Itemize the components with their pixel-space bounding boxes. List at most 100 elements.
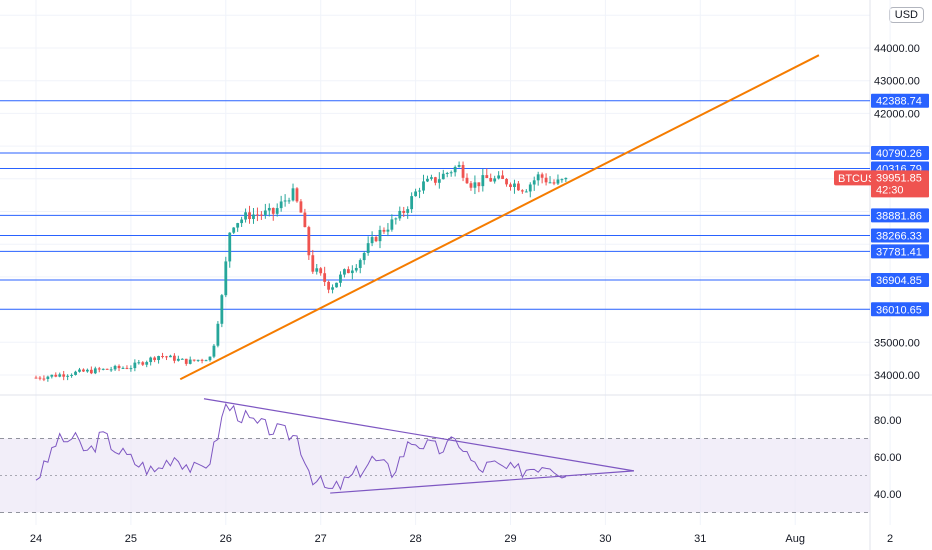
candle-body [489, 178, 493, 182]
rsi-triangle-lower [330, 470, 634, 494]
candle-body [184, 358, 188, 364]
candle-body [232, 227, 236, 233]
level-price-label [871, 244, 929, 259]
candle-body [497, 175, 501, 179]
symbol-label-bg [834, 170, 876, 186]
rsi-axis-tick-label: 60.00 [874, 452, 902, 464]
candle-body [50, 374, 54, 377]
time-axis-tick-label: Aug [785, 533, 805, 545]
candle-body [410, 196, 414, 210]
candle-body [161, 356, 164, 358]
level-price-text: 36010.65 [876, 304, 922, 316]
candle-body [501, 175, 504, 179]
time-axis-tick-label: 29 [504, 533, 516, 545]
candle-body [544, 177, 548, 183]
candle-body [307, 227, 311, 256]
candle-body [252, 214, 255, 219]
candle-body [157, 356, 160, 361]
candle-body [248, 212, 251, 219]
candle-body [82, 369, 85, 372]
candle-body [394, 218, 398, 220]
trendline [179, 54, 820, 381]
candle-body [437, 179, 441, 183]
candle-body [441, 173, 445, 180]
candle-body [42, 378, 46, 380]
candle-body [176, 358, 180, 361]
candle-body [390, 219, 394, 230]
candle-body [556, 179, 560, 184]
candle-body [414, 191, 417, 197]
candle-body [236, 223, 240, 228]
candle-body [70, 374, 73, 376]
candle-body [520, 190, 524, 192]
candle-body [192, 359, 196, 361]
candle-body [240, 219, 244, 224]
level-price-label [871, 302, 929, 317]
candle-body [509, 184, 512, 187]
candle-body [256, 214, 259, 216]
level-price-label [871, 93, 929, 108]
candle-body [153, 357, 157, 361]
candle-body [493, 178, 497, 182]
price-axis[interactable]: 34000.00 35000.00 42000.00 43000.00 44000.00… [874, 43, 920, 501]
candle-body [473, 182, 477, 188]
candle-body [386, 229, 390, 232]
candle-body [299, 201, 303, 213]
rsi-line [35, 402, 567, 491]
candle-body [350, 270, 354, 274]
candle-body [113, 365, 117, 370]
candle-body [485, 175, 489, 179]
candle-body [220, 295, 224, 324]
candle-body [125, 367, 129, 369]
countdown-text: 42:30 [876, 184, 904, 196]
rsi-axis-tick-label: 80.00 [874, 415, 902, 427]
candle-body [552, 182, 556, 184]
level-price-text: 42388.74 [876, 96, 922, 108]
candle-body [433, 177, 437, 183]
rsi-series [35, 398, 634, 494]
candle-body [141, 362, 145, 365]
candle-body [564, 177, 568, 180]
candle-body [370, 237, 374, 244]
candle-body [335, 282, 338, 288]
candle-body [34, 377, 38, 379]
candle-body [457, 165, 461, 167]
time-axis[interactable]: 24 25 26 27 28 29 30 31 Aug 2 [30, 533, 893, 545]
candle-body [188, 359, 192, 364]
candle-body [46, 376, 50, 379]
candle-body [481, 175, 485, 187]
candle-body [362, 253, 366, 261]
candle-body [354, 267, 358, 271]
candle-body [560, 179, 564, 181]
candle-body [517, 183, 520, 191]
candle-body [536, 174, 540, 181]
candle-body [366, 243, 370, 254]
rsi-triangle-upper [203, 398, 634, 472]
candle-body [259, 214, 263, 216]
candle-body [93, 368, 97, 374]
last-price-label-bg [871, 170, 929, 198]
candle-body [58, 374, 62, 377]
candle-body [445, 173, 449, 175]
candle-body [105, 368, 109, 370]
candle-body [315, 268, 319, 272]
candle-body [382, 229, 386, 232]
candle-body [339, 274, 342, 283]
currency-button[interactable]: USD [888, 7, 924, 23]
time-axis-tick-label: 28 [409, 533, 421, 545]
time-axis-tick-label: 30 [599, 533, 611, 545]
candle-body [169, 355, 172, 358]
candle-body [453, 166, 457, 173]
time-axis-tick-label: 25 [125, 533, 137, 545]
candle-body [528, 184, 532, 192]
candle-body [343, 269, 346, 275]
price-axis-tick-label: 35000.00 [874, 337, 920, 349]
candle-body [323, 273, 327, 282]
candle-body [279, 201, 283, 209]
last-price-text: 39951.85 [876, 172, 922, 184]
level-price-label [871, 273, 929, 288]
candle-body [402, 210, 406, 213]
level-price-label [871, 228, 929, 243]
candle-body [469, 183, 473, 188]
